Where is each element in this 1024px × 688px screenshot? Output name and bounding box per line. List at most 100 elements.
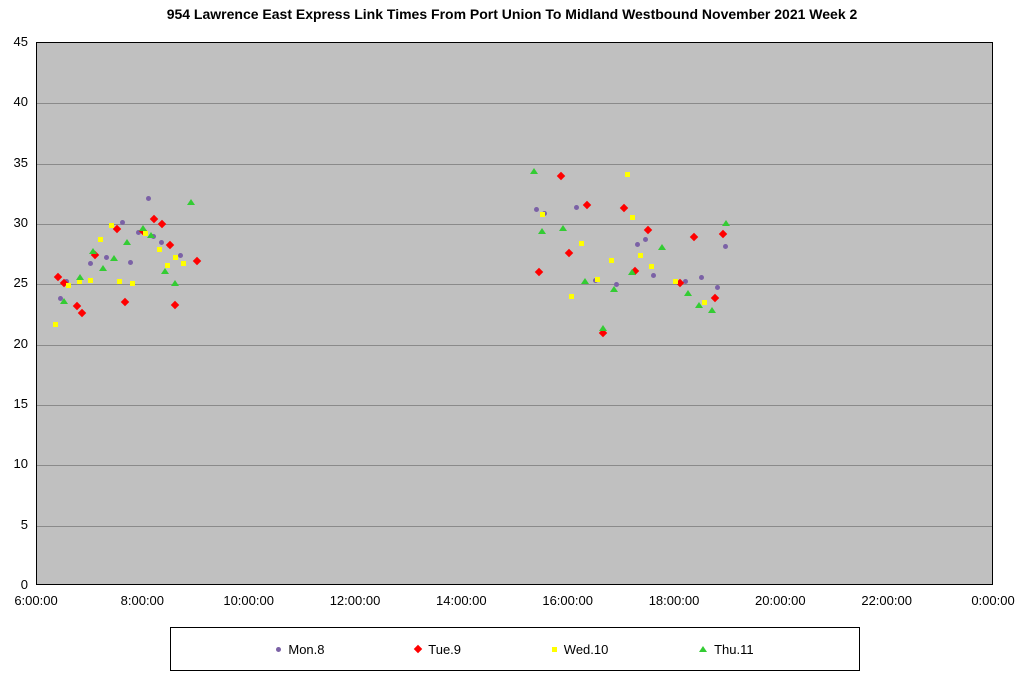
data-point-wed-10 — [624, 172, 630, 178]
gridline — [37, 465, 992, 467]
x-tick-label: 12:00:00 — [329, 593, 381, 608]
data-point-mon-8 — [135, 229, 141, 235]
data-point-wed-10 — [637, 252, 643, 258]
plot-area — [36, 42, 993, 585]
y-tick-label: 10 — [13, 456, 28, 472]
data-point-thu-11 — [123, 239, 132, 246]
data-point-tue-9 — [535, 268, 544, 277]
data-point-mon-8 — [119, 220, 125, 226]
legend-label: Wed.10 — [563, 641, 609, 657]
data-point-thu-11 — [139, 224, 148, 231]
legend-item-thu-11: Thu.11 — [699, 642, 754, 657]
gridline — [37, 224, 992, 225]
y-tick-label: 45 — [13, 34, 28, 49]
gridline — [37, 525, 992, 527]
x-tick-label: 6:00:00 — [14, 593, 58, 608]
data-point-wed-10 — [77, 279, 83, 285]
data-point-thu-11 — [171, 280, 180, 287]
legend-item-mon-8: Mon.8 — [276, 641, 325, 657]
data-point-thu-11 — [721, 220, 730, 226]
legend-label: Thu.11 — [714, 641, 754, 657]
data-point-wed-10 — [66, 283, 72, 289]
data-point-tue-9 — [689, 233, 698, 242]
data-point-wed-10 — [87, 278, 93, 284]
legend-item-tue-9: Tue.9 — [414, 642, 461, 657]
diamond-marker-icon — [414, 644, 423, 654]
y-tick-label: 15 — [13, 396, 28, 411]
gridline — [37, 344, 992, 346]
data-point-thu-11 — [147, 232, 156, 239]
y-tick-label: 40 — [13, 94, 28, 110]
data-point-tue-9 — [170, 300, 180, 310]
data-point-mon-8 — [651, 273, 657, 279]
data-point-mon-8 — [723, 244, 728, 250]
data-point-tue-9 — [583, 200, 592, 209]
gridline — [37, 405, 992, 406]
y-tick-label: 0 — [20, 577, 28, 592]
data-point-wed-10 — [164, 262, 170, 268]
y-tick-label: 30 — [13, 215, 28, 230]
data-point-tue-9 — [165, 240, 175, 249]
y-tick-label: 5 — [20, 516, 28, 532]
data-point-mon-8 — [592, 278, 598, 284]
data-point-mon-8 — [542, 210, 548, 216]
data-point-mon-8 — [87, 261, 93, 267]
data-point-wed-10 — [156, 246, 162, 252]
data-point-thu-11 — [59, 298, 68, 305]
data-point-tue-9 — [149, 214, 159, 224]
data-point-wed-10 — [539, 211, 545, 217]
data-point-thu-11 — [559, 224, 568, 231]
data-point-thu-11 — [628, 269, 637, 276]
data-point-wed-10 — [579, 240, 585, 246]
data-point-tue-9 — [157, 219, 167, 229]
data-point-thu-11 — [530, 168, 539, 175]
data-point-thu-11 — [187, 199, 196, 206]
data-point-thu-11 — [160, 268, 169, 275]
data-point-thu-11 — [75, 274, 84, 281]
data-point-thu-11 — [694, 302, 703, 309]
data-point-tue-9 — [120, 298, 129, 307]
data-point-tue-9 — [77, 309, 87, 318]
data-point-wed-10 — [172, 255, 178, 261]
data-point-wed-10 — [648, 263, 654, 269]
data-point-mon-8 — [614, 281, 620, 287]
y-tick-label: 20 — [13, 335, 28, 351]
data-point-wed-10 — [116, 279, 122, 285]
legend-label: Mon.8 — [288, 641, 325, 657]
gridline — [37, 284, 992, 286]
data-point-tue-9 — [710, 293, 720, 302]
x-tick-label: 8:00:00 — [120, 593, 165, 608]
data-point-thu-11 — [580, 277, 589, 284]
data-point-mon-8 — [699, 274, 705, 280]
x-tick-label: 0:00:00 — [971, 593, 1015, 608]
chart-title: 954 Lawrence East Express Link Times Fro… — [166, 6, 858, 22]
data-point-tue-9 — [644, 225, 653, 235]
data-point-tue-9 — [564, 248, 573, 258]
data-point-thu-11 — [88, 247, 97, 254]
x-tick-label: 14:00:00 — [436, 593, 487, 608]
x-tick-label: 18:00:00 — [648, 593, 700, 608]
data-point-tue-9 — [620, 204, 629, 213]
data-point-mon-8 — [683, 279, 689, 285]
data-point-mon-8 — [146, 196, 152, 202]
data-point-tue-9 — [556, 171, 565, 180]
y-tick-label: 35 — [13, 154, 28, 170]
data-point-wed-10 — [143, 231, 149, 237]
data-point-mon-8 — [178, 252, 184, 258]
gridline — [37, 103, 992, 105]
data-point-wed-10 — [98, 237, 104, 243]
data-point-thu-11 — [684, 289, 693, 296]
data-point-wed-10 — [629, 215, 635, 221]
data-point-thu-11 — [99, 264, 108, 271]
triangle-marker-icon — [699, 646, 708, 652]
data-point-wed-10 — [701, 299, 707, 305]
data-point-wed-10 — [568, 293, 574, 299]
data-point-thu-11 — [708, 306, 717, 313]
gridline — [37, 163, 992, 165]
x-tick-label: 22:00:00 — [861, 593, 912, 608]
y-tick-label: 25 — [13, 275, 28, 291]
data-point-mon-8 — [534, 207, 540, 213]
data-point-thu-11 — [599, 324, 608, 331]
circle-marker-icon — [276, 646, 282, 652]
